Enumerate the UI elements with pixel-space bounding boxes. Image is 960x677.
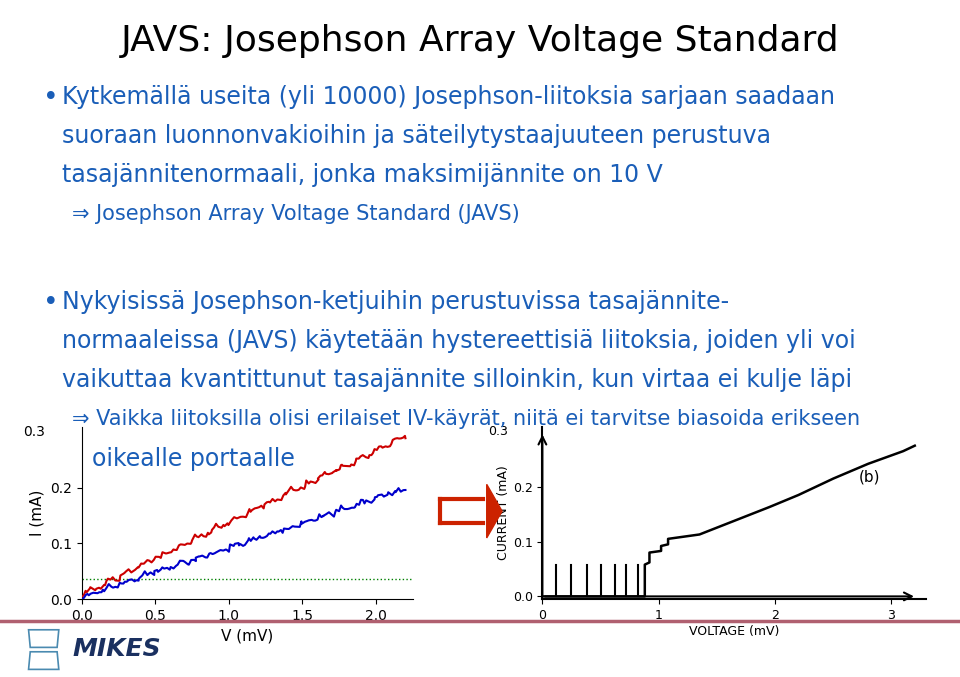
Text: 0.3: 0.3 bbox=[488, 425, 508, 439]
Text: MIKES: MIKES bbox=[72, 636, 160, 661]
Y-axis label: I (mA): I (mA) bbox=[30, 489, 44, 536]
X-axis label: VOLTAGE (mV): VOLTAGE (mV) bbox=[689, 625, 780, 638]
Text: (b): (b) bbox=[859, 469, 880, 485]
Text: Kytkemällä useita (yli 10000) Josephson-liitoksia sarjaan saadaan: Kytkemällä useita (yli 10000) Josephson-… bbox=[62, 85, 835, 108]
Text: •: • bbox=[43, 290, 59, 315]
Text: JAVS: Josephson Array Voltage Standard: JAVS: Josephson Array Voltage Standard bbox=[121, 24, 839, 58]
Text: suoraan luonnonvakioihin ja säteilytystaajuuteen perustuva: suoraan luonnonvakioihin ja säteilytysta… bbox=[62, 124, 772, 148]
Text: ⇒ Vaikka liitoksilla olisi erilaiset IV-käyrät, niitä ei tarvitse biasoida eriks: ⇒ Vaikka liitoksilla olisi erilaiset IV-… bbox=[72, 409, 860, 429]
Text: •: • bbox=[43, 85, 59, 110]
Text: ⇒ Josephson Array Voltage Standard (JAVS): ⇒ Josephson Array Voltage Standard (JAVS… bbox=[72, 204, 519, 224]
Text: normaaleissa (JAVS) käytetään hystereettisiä liitoksia, joiden yli voi: normaaleissa (JAVS) käytetään hystereett… bbox=[62, 329, 856, 353]
Y-axis label: CURRENT (mA): CURRENT (mA) bbox=[497, 466, 510, 560]
X-axis label: V (mV): V (mV) bbox=[221, 628, 274, 643]
Text: 0.3: 0.3 bbox=[23, 424, 44, 439]
Text: Nykyisissä Josephson-ketjuihin perustuvissa tasajännite-: Nykyisissä Josephson-ketjuihin perustuvi… bbox=[62, 290, 730, 313]
Text: oikealle portaalle: oikealle portaalle bbox=[62, 447, 296, 471]
Text: tasajännitenormaali, jonka maksimijännite on 10 V: tasajännitenormaali, jonka maksimijännit… bbox=[62, 163, 663, 187]
Text: vaikuttaa kvantittunut tasajännite silloinkin, kun virtaa ei kulje läpi: vaikuttaa kvantittunut tasajännite sillo… bbox=[62, 368, 852, 392]
